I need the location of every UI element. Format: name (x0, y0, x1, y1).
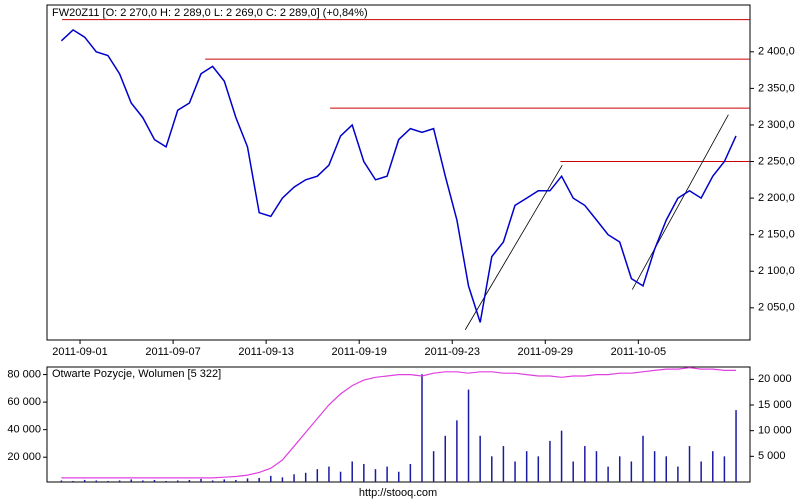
volume-bar (595, 451, 598, 482)
footer: http://stooq.com (359, 487, 437, 499)
y-tick-label: 2 300,0 (758, 119, 795, 131)
volume-bar (95, 480, 98, 482)
y2-tick-label: 15 000 (758, 399, 792, 411)
volume-bar (479, 435, 481, 482)
volume-bar (549, 440, 551, 482)
volume-bar (281, 477, 284, 482)
y-tick-label: 2 350,0 (758, 82, 795, 94)
volume-bar (153, 479, 156, 482)
volume-bar (723, 456, 726, 482)
volume-bar (467, 389, 470, 482)
volume-bar (188, 479, 191, 482)
volume-bar (432, 451, 435, 482)
volume-bar (397, 471, 400, 482)
volume-bar (386, 466, 388, 482)
volume-bar (304, 472, 307, 482)
volume-bar (270, 475, 272, 482)
volume-bar (235, 479, 237, 482)
volume-bar (118, 480, 121, 482)
volume-bar (142, 480, 144, 482)
volume-bar (363, 464, 365, 482)
y2-tick-label: 20 000 (758, 373, 792, 385)
volume-bar (735, 410, 737, 482)
volume-bar (712, 451, 714, 482)
volume-bar (176, 480, 179, 482)
volume-bar (72, 480, 74, 482)
volume-bar (293, 474, 295, 482)
volume-bar (130, 479, 132, 482)
y-tick-label: 2 400,0 (758, 46, 795, 58)
trend-line (631, 114, 729, 290)
volume-bar (560, 430, 563, 482)
price-frame (46, 4, 751, 341)
price-line (60, 28, 737, 323)
volume-bar (258, 477, 260, 482)
volume-bar (165, 480, 167, 482)
y-tick-label: 80 000 (7, 368, 41, 380)
y-tick-label: 20 000 (7, 451, 41, 463)
volume-bar (374, 469, 377, 482)
volume-bar (211, 480, 214, 482)
volume-bar (339, 471, 342, 482)
volume-bar (60, 480, 63, 482)
volume-bar (514, 461, 516, 482)
volume-bar (491, 456, 493, 482)
volume-bar (572, 461, 574, 482)
y-tick-label: 40 000 (7, 424, 41, 436)
volume-bar (444, 435, 447, 482)
volume-bar (642, 435, 644, 482)
volume-title: Otwarte Pozycje, Wolumen [5 322] (52, 368, 221, 380)
y-tick-label: 2 100,0 (758, 265, 795, 277)
volume-bar (502, 446, 505, 482)
price-title: FW20Z11 [O: 2 270,0 H: 2 289,0 L: 2 269,… (52, 7, 368, 19)
volume-bar (700, 461, 702, 482)
volume-bar (328, 466, 330, 482)
volume-bar (525, 451, 528, 482)
x-tick-label: 2011-09-23 (425, 346, 480, 358)
volume-bar (246, 478, 249, 482)
volume-bar (665, 456, 668, 482)
volume-bar (618, 456, 621, 482)
x-tick-label: 2011-09-01 (52, 346, 107, 358)
trend-line (464, 164, 563, 330)
x-tick-label: 2011-09-19 (331, 346, 386, 358)
y2-tick-label: 10 000 (758, 425, 792, 437)
volume-bar (83, 479, 86, 482)
y-tick-label: 2 050,0 (758, 302, 795, 314)
x-tick-label: 2011-09-29 (518, 346, 573, 358)
volume-bar (421, 374, 423, 482)
volume-bar (223, 479, 226, 482)
y-tick-label: 2 150,0 (758, 229, 795, 241)
volume-bar (688, 446, 691, 482)
volume-bar (607, 466, 609, 482)
y-tick-label: 60 000 (7, 396, 41, 408)
x-tick-label: 2011-10-05 (611, 346, 666, 358)
volume-bar (653, 451, 656, 482)
volume-bar (200, 478, 202, 482)
x-tick-label: 2011-09-13 (238, 346, 293, 358)
volume-bar (630, 461, 633, 482)
y2-tick-label: 5 000 (758, 450, 786, 462)
volume-bar (107, 480, 109, 482)
open-interest-line (61, 367, 736, 479)
y-tick-label: 2 200,0 (758, 192, 795, 204)
volume-bar (409, 464, 412, 482)
volume-bar (456, 420, 458, 482)
volume-bar (351, 461, 353, 482)
x-tick-label: 2011-09-07 (145, 346, 200, 358)
volume-bar (584, 446, 586, 482)
volume-bar (537, 456, 540, 482)
y-tick-label: 2 250,0 (758, 155, 795, 167)
volume-bar (677, 466, 679, 482)
volume-bar (316, 469, 319, 482)
